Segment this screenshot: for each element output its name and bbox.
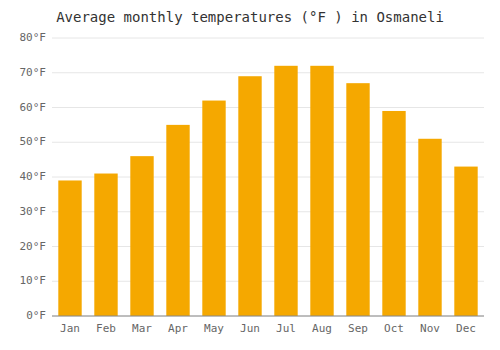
grid (52, 38, 484, 316)
x-tick-label: Jan (60, 322, 80, 335)
x-tick-label: Dec (456, 322, 476, 335)
y-tick-label: 10°F (20, 274, 47, 287)
bar (382, 111, 405, 316)
grid-line (52, 38, 484, 39)
bar (310, 66, 333, 316)
y-axis: 0°F 10°F 20°F 30°F 40°F 50°F 60°F 70°F 80°F (20, 31, 47, 322)
bar (130, 156, 153, 316)
grid-line (52, 72, 484, 73)
bar (238, 76, 261, 316)
y-tick-label: 80°F (20, 31, 47, 44)
bar (274, 66, 297, 316)
x-tick-label: Nov (420, 322, 440, 335)
y-tick-label: 40°F (20, 170, 47, 183)
x-tick-label: May (204, 322, 224, 335)
bar (166, 125, 189, 316)
x-tick-label: Mar (132, 322, 152, 335)
bar (418, 139, 441, 316)
x-tick-label: Feb (96, 322, 116, 335)
bars (58, 66, 477, 316)
bar (202, 101, 225, 316)
y-tick-label: 50°F (20, 135, 47, 148)
bar (94, 174, 117, 316)
grid-line (52, 107, 484, 108)
bar (454, 167, 477, 316)
y-tick-label: 70°F (20, 66, 47, 79)
title: Average monthly temperatures (°F ) in Os… (56, 9, 444, 25)
x-tick-label: Jul (276, 322, 296, 335)
x-tick-label: Oct (384, 322, 404, 335)
y-tick-label: 60°F (20, 101, 47, 114)
x-tick-label: Sep (348, 322, 368, 335)
y-tick-label: 20°F (20, 240, 47, 253)
chart-container: Average monthly temperatures (°F ) in Os… (0, 0, 500, 350)
x-tick-label: Aug (312, 322, 332, 335)
y-tick-label: 30°F (20, 205, 47, 218)
page: {"chart_data": {"type": "bar", "title": … (0, 0, 500, 350)
x-axis-line (52, 316, 484, 317)
chart: Average monthly temperatures (°F ) in Os… (0, 0, 500, 350)
bar (58, 180, 81, 316)
y-tick-label: 0°F (26, 309, 46, 322)
x-axis: Jan Feb Mar Apr May Jun Jul Aug Sep Oct Nov Dec (52, 316, 484, 335)
bar (346, 83, 369, 316)
grid-line (52, 316, 484, 317)
x-tick-label: Apr (168, 322, 188, 335)
x-tick-label: Jun (240, 322, 260, 335)
